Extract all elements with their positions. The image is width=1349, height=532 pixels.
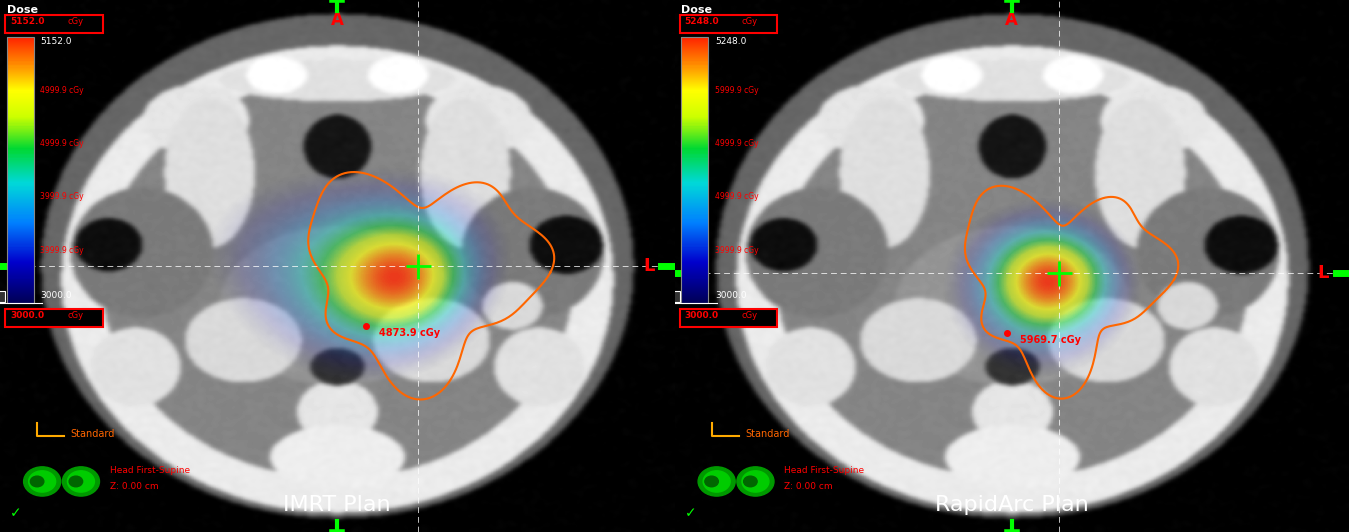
Circle shape bbox=[703, 471, 730, 492]
Text: 5248.0: 5248.0 bbox=[715, 37, 746, 46]
Text: 3000.0: 3000.0 bbox=[684, 311, 719, 320]
Text: cGy: cGy bbox=[67, 311, 84, 320]
Bar bbox=[669, 292, 680, 302]
Text: 3000.0: 3000.0 bbox=[715, 291, 746, 300]
FancyBboxPatch shape bbox=[680, 309, 777, 327]
Text: Standard: Standard bbox=[745, 429, 789, 438]
Circle shape bbox=[28, 471, 55, 492]
FancyBboxPatch shape bbox=[5, 15, 103, 33]
Text: cGy: cGy bbox=[67, 17, 84, 26]
Text: IMRT Plan: IMRT Plan bbox=[283, 495, 391, 516]
Text: 4999.9 cGy: 4999.9 cGy bbox=[715, 139, 758, 148]
FancyBboxPatch shape bbox=[5, 309, 103, 327]
Circle shape bbox=[704, 476, 718, 487]
Text: Standard: Standard bbox=[71, 429, 115, 438]
Text: ✓: ✓ bbox=[684, 506, 696, 520]
Text: R: R bbox=[695, 264, 708, 281]
Text: L: L bbox=[643, 257, 654, 275]
Text: ✓: ✓ bbox=[11, 506, 22, 520]
Circle shape bbox=[69, 476, 82, 487]
Circle shape bbox=[67, 471, 94, 492]
Text: 3999.9 cGy: 3999.9 cGy bbox=[40, 193, 84, 201]
Circle shape bbox=[699, 467, 735, 496]
Circle shape bbox=[737, 467, 774, 496]
Text: Dose: Dose bbox=[7, 5, 38, 15]
Text: 4999.9 cGy: 4999.9 cGy bbox=[40, 86, 84, 95]
Text: 5969.7 cGy: 5969.7 cGy bbox=[1020, 335, 1081, 345]
Text: 3999.9 cGy: 3999.9 cGy bbox=[40, 246, 84, 254]
Bar bbox=[0, 292, 5, 302]
Text: cGy: cGy bbox=[742, 17, 758, 26]
Text: 3999.9 cGy: 3999.9 cGy bbox=[715, 246, 758, 254]
Text: cGy: cGy bbox=[742, 311, 758, 320]
Bar bbox=[681, 37, 708, 303]
Text: 5248.0: 5248.0 bbox=[684, 17, 719, 26]
Text: 5152.0: 5152.0 bbox=[40, 37, 71, 46]
FancyBboxPatch shape bbox=[680, 15, 777, 33]
Bar bbox=[7, 37, 34, 303]
Text: 4873.9 cGy: 4873.9 cGy bbox=[379, 328, 441, 338]
Text: A: A bbox=[1005, 11, 1018, 29]
Circle shape bbox=[743, 476, 757, 487]
Text: L: L bbox=[1318, 264, 1329, 281]
Circle shape bbox=[742, 471, 769, 492]
Circle shape bbox=[62, 467, 100, 496]
Text: 4999.9 cGy: 4999.9 cGy bbox=[715, 193, 758, 201]
Text: 3000.0: 3000.0 bbox=[11, 311, 45, 320]
Text: RapidArc Plan: RapidArc Plan bbox=[935, 495, 1089, 516]
Text: A: A bbox=[331, 11, 344, 29]
Text: Z: 0.00 cm: Z: 0.00 cm bbox=[784, 483, 832, 492]
Circle shape bbox=[23, 467, 61, 496]
Text: Z: 0.00 cm: Z: 0.00 cm bbox=[109, 483, 158, 492]
Text: R: R bbox=[20, 257, 34, 275]
Text: 4999.9 cGy: 4999.9 cGy bbox=[40, 139, 84, 148]
Text: Head First-Supine: Head First-Supine bbox=[109, 467, 190, 476]
Text: 5999.9 cGy: 5999.9 cGy bbox=[715, 86, 758, 95]
Text: 5152.0: 5152.0 bbox=[11, 17, 45, 26]
Circle shape bbox=[31, 476, 43, 487]
Text: Head First-Supine: Head First-Supine bbox=[784, 467, 865, 476]
Text: Dose: Dose bbox=[681, 5, 712, 15]
Text: 3000.0: 3000.0 bbox=[40, 291, 71, 300]
